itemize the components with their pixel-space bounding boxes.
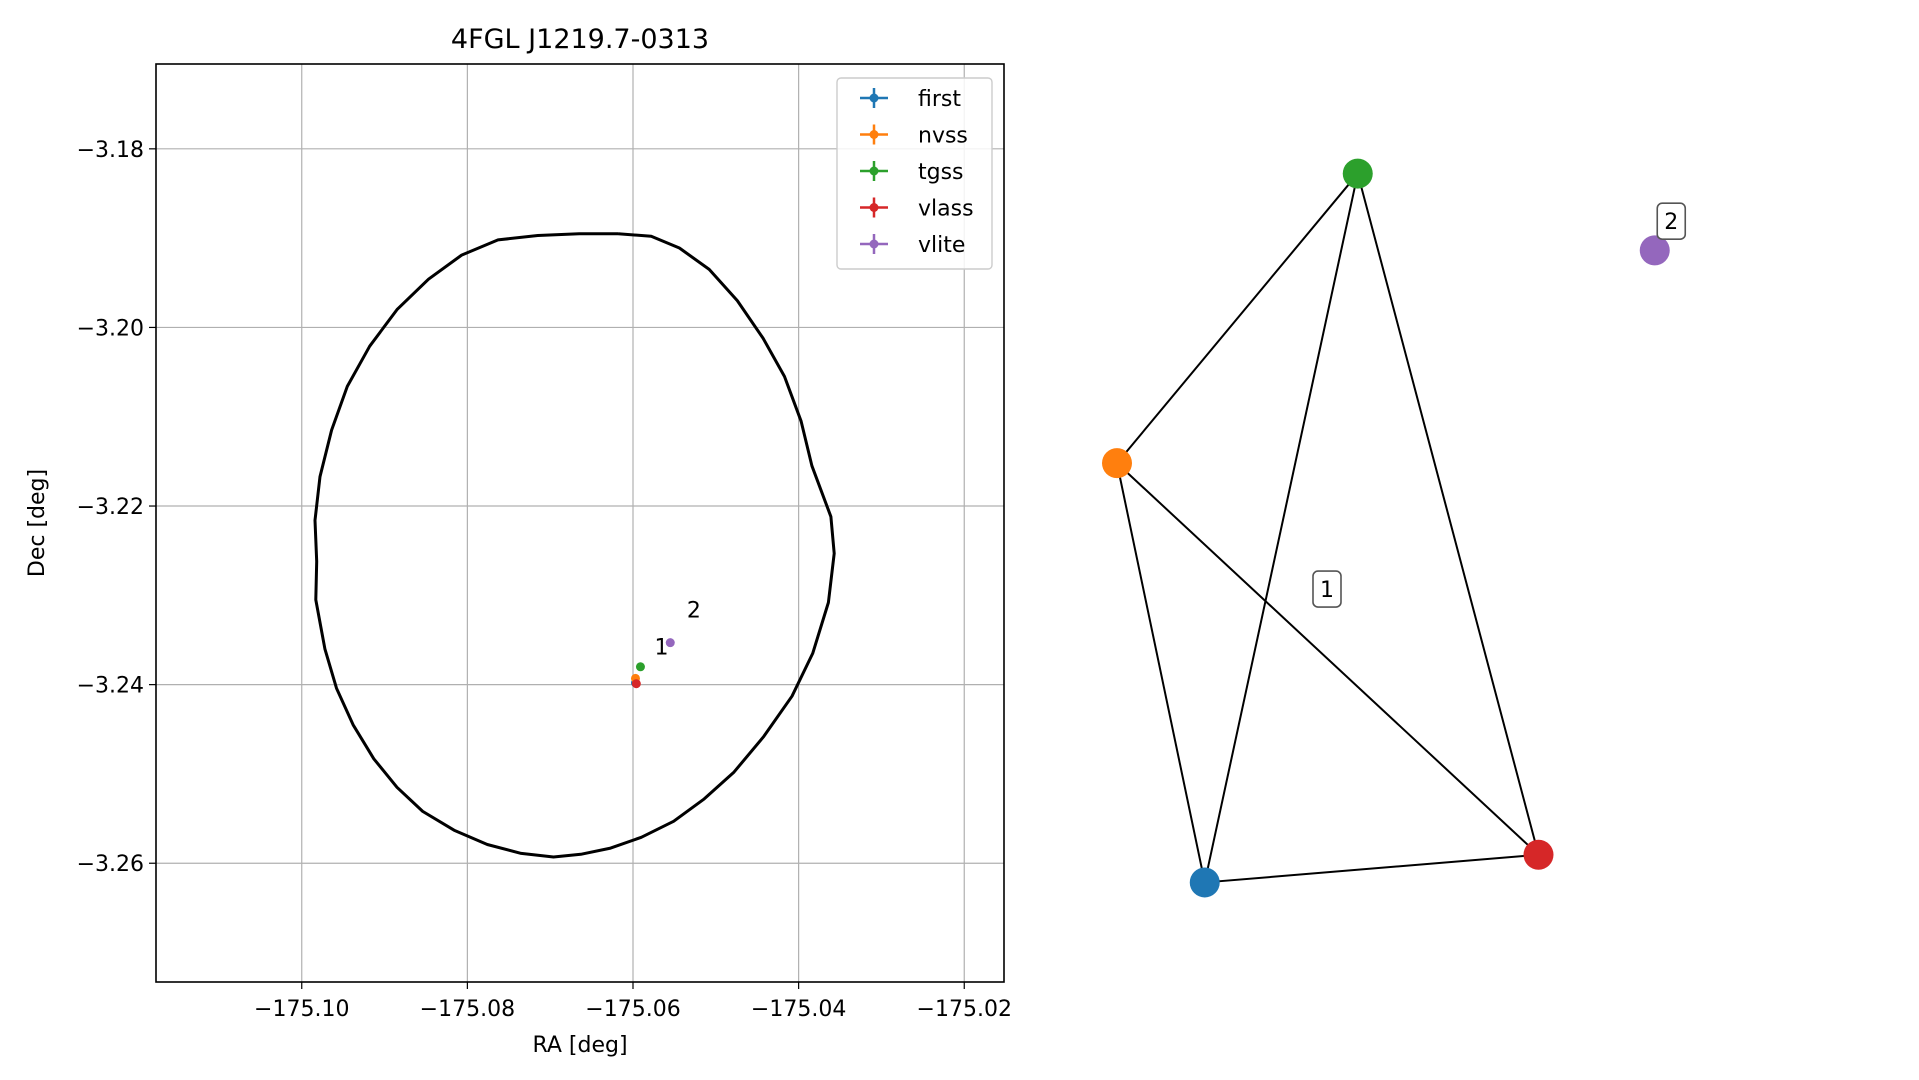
x-axis-ticks: −175.10 −175.08 −175.06 −175.04 −175.02 <box>254 982 1012 1022</box>
edge-nvss-tgss <box>1116 172 1359 464</box>
y-axis-label: Dec [deg] <box>25 469 50 577</box>
sky-position-chart: 12 −175.10 −175.08 −175.06 −175.04 −175.02 −… <box>25 24 1012 1058</box>
group-label-text: 2 <box>1664 210 1678 235</box>
point-annotation: 1 <box>655 635 669 660</box>
edge-first-tgss <box>1203 173 1359 883</box>
node-tgss <box>1342 158 1373 189</box>
group-label-box <box>1312 570 1342 608</box>
legend-marker-dot <box>869 239 879 249</box>
tgss-point <box>635 662 645 672</box>
edge-first-vlass <box>1204 853 1539 884</box>
legend-label: first <box>918 87 961 112</box>
x-tick-label: −175.08 <box>420 997 515 1022</box>
edge-nvss-vlass <box>1116 462 1540 856</box>
x-tick-label: −175.10 <box>254 997 349 1022</box>
vlite-point <box>665 638 675 648</box>
y-tick-label: −3.20 <box>77 316 144 341</box>
legend-label: vlite <box>918 233 965 258</box>
x-axis-label: RA [deg] <box>532 1033 627 1058</box>
node-vlite <box>1639 235 1670 266</box>
group-label-box <box>1656 202 1687 240</box>
group-label-text: 1 <box>1320 578 1334 603</box>
node-vlass <box>1523 839 1554 870</box>
chart-title: 4FGL J1219.7-0313 <box>451 24 709 55</box>
legend-entry-nvss: nvss <box>860 124 968 149</box>
legend-entry-vlass: vlass <box>860 197 974 222</box>
y-tick-label: −3.26 <box>77 852 144 877</box>
x-tick-label: −175.06 <box>585 997 680 1022</box>
y-tick-label: −3.22 <box>77 495 144 520</box>
legend-label: nvss <box>918 124 968 149</box>
grid-layer <box>156 64 1004 982</box>
y-axis-ticks: −3.18 −3.20 −3.22 −3.24 −3.26 <box>77 138 156 877</box>
edge-layer <box>1116 172 1540 884</box>
legend-marker-dot <box>869 166 879 176</box>
group-label-layer: 12 <box>1312 202 1687 608</box>
legend-entry-vlite: vlite <box>860 233 965 258</box>
legend-label: vlass <box>918 197 974 222</box>
error-ellipse-layer <box>313 232 836 859</box>
edge-tgss-vlass <box>1356 173 1540 856</box>
x-tick-label: −175.04 <box>751 997 846 1022</box>
association-network: 12 <box>1102 158 1687 898</box>
legend-entry-first: first <box>860 87 961 112</box>
data-points-layer <box>630 638 675 689</box>
vlass-point <box>631 679 641 689</box>
point-annotation: 2 <box>687 599 701 624</box>
y-tick-label: −3.18 <box>77 138 144 163</box>
legend-marker-dot <box>869 130 879 139</box>
legend-box <box>836 77 993 270</box>
error-ellipse <box>313 232 836 859</box>
annotation-layer: 12 <box>655 599 701 661</box>
legend: first nvss tgss vlass vlite <box>836 77 993 270</box>
x-tick-label: −175.02 <box>917 997 1012 1022</box>
y-tick-label: −3.24 <box>77 674 144 699</box>
group-label: 1 <box>1312 570 1342 608</box>
legend-entry-tgss: tgss <box>860 160 964 185</box>
node-layer <box>1102 158 1670 898</box>
group-label: 2 <box>1656 202 1687 240</box>
axes-frame <box>155 63 1005 983</box>
edge-first-nvss <box>1116 462 1206 883</box>
legend-label: tgss <box>918 160 964 185</box>
node-first <box>1189 867 1220 898</box>
legend-marker-dot <box>869 93 879 103</box>
node-nvss <box>1102 448 1132 479</box>
legend-marker-dot <box>869 203 879 212</box>
